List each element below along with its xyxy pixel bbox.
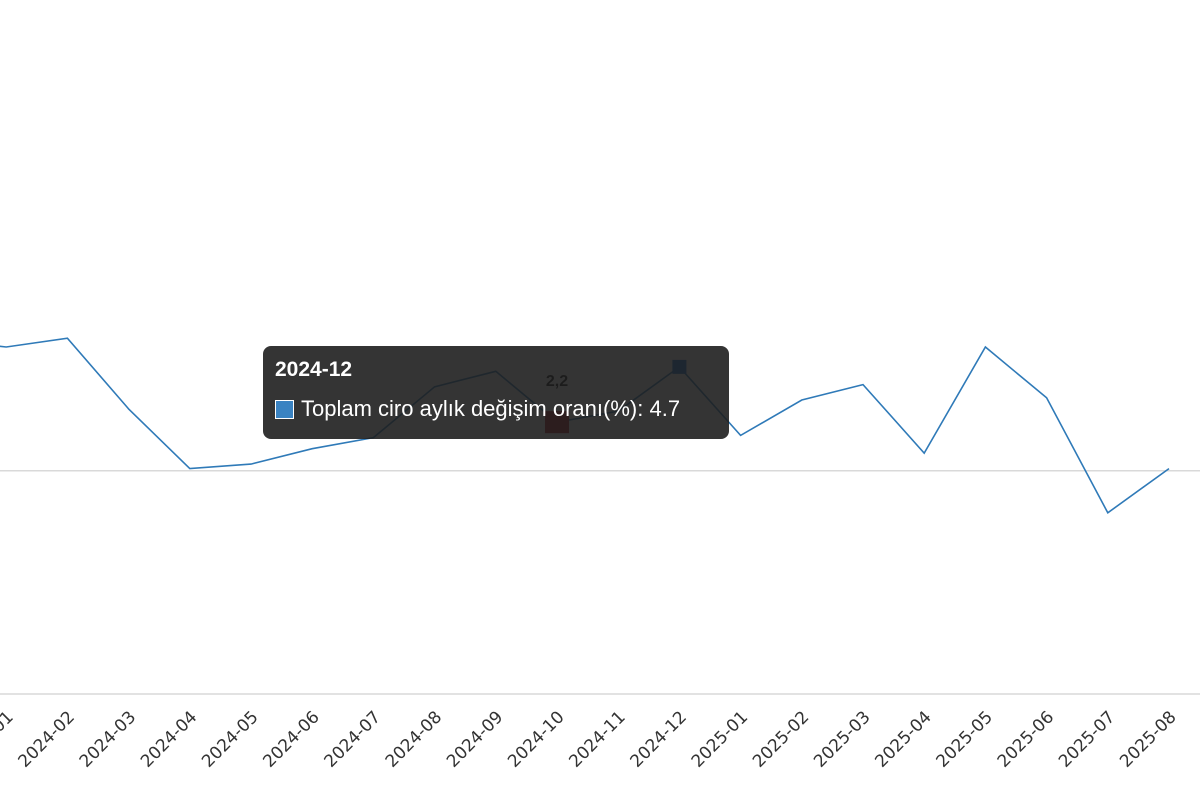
x-tick-label: 2025-01 — [688, 707, 752, 771]
x-axis: 2023-122024-012024-022024-032024-042024-… — [0, 707, 1181, 771]
x-tick-label: 2024-06 — [259, 707, 323, 771]
data-point-2024-03[interactable] — [123, 403, 135, 415]
data-point-2024-04[interactable] — [184, 463, 196, 475]
x-tick-label: 2025-05 — [933, 707, 997, 771]
x-tick-label: 2025-02 — [749, 707, 813, 771]
data-point-2024-02[interactable] — [61, 332, 73, 344]
tooltip-row: Toplam ciro aylık değişim oranı(%): 4.7 — [275, 396, 717, 422]
data-point-2025-04[interactable] — [918, 447, 930, 459]
tooltip-title: 2024-12 — [275, 358, 353, 381]
data-point-2025-06[interactable] — [1041, 392, 1053, 404]
tooltip-series-name: Toplam ciro aylık değişim oranı(%) — [301, 396, 638, 421]
tooltip-color-swatch — [275, 399, 294, 419]
data-point-2025-01[interactable] — [735, 429, 747, 441]
data-point-2024-05[interactable] — [245, 458, 257, 470]
x-tick-label: 2024-04 — [137, 707, 201, 771]
x-tick-label: 2025-07 — [1055, 707, 1119, 771]
x-tick-label: 2024-01 — [0, 707, 18, 771]
x-tick-label: 2024-03 — [76, 707, 140, 771]
x-tick-label: 2025-06 — [994, 707, 1058, 771]
data-point-2025-07[interactable] — [1102, 507, 1114, 519]
x-tick-label: 2024-02 — [15, 707, 79, 771]
x-tick-label: 2024-12 — [627, 707, 691, 771]
x-tick-label: 2025-08 — [1116, 707, 1180, 771]
data-point-2025-02[interactable] — [796, 394, 808, 406]
tooltip: 2024-12 Toplam ciro aylık değişim oranı(… — [263, 346, 729, 439]
grid-lines — [0, 470, 1200, 695]
x-tick-label: 2024-05 — [198, 707, 262, 771]
data-point-2025-05[interactable] — [979, 341, 991, 353]
x-tick-label: 2025-03 — [810, 707, 874, 771]
x-tick-label: 2024-09 — [443, 707, 507, 771]
data-point-2024-01[interactable] — [0, 341, 12, 353]
tooltip-value: 4.7 — [649, 396, 681, 421]
x-tick-label: 2024-08 — [382, 707, 446, 771]
x-tick-label: 2024-07 — [321, 707, 385, 771]
data-point-2025-03[interactable] — [857, 379, 869, 391]
data-point-2024-06[interactable] — [306, 443, 318, 455]
x-tick-label: 2025-04 — [871, 707, 935, 771]
x-tick-label: 2024-11 — [565, 707, 629, 771]
data-point-2025-08[interactable] — [1163, 463, 1175, 475]
x-tick-label: 2024-10 — [504, 707, 568, 771]
tooltip-separator: : — [637, 396, 650, 421]
